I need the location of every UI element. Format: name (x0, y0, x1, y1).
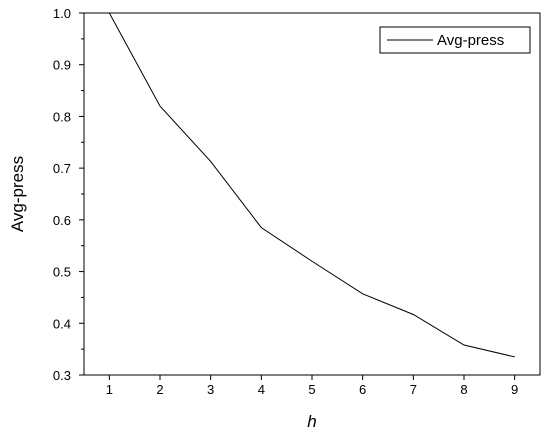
x-tick-label: 8 (460, 382, 467, 397)
x-tick-label: 7 (410, 382, 417, 397)
y-tick-label: 0.5 (53, 265, 71, 280)
x-tick-label: 6 (359, 382, 366, 397)
y-tick-label: 0.3 (53, 368, 71, 383)
legend-label: Avg-press (437, 32, 504, 49)
series-line-avg-press (108, 13, 515, 358)
y-tick-label: 1.0 (53, 6, 71, 21)
y-tick-label: 0.9 (53, 58, 71, 73)
plot-frame (83, 12, 541, 376)
x-tick-label: 9 (511, 382, 518, 397)
y-tick-label: 0.4 (53, 316, 71, 331)
y-axis-title: Avg-press (8, 156, 27, 232)
y-tick-label: 0.6 (53, 213, 71, 228)
y-tick-label: 0.8 (53, 109, 71, 124)
x-tick-label: 4 (258, 382, 265, 397)
y-axis-ticks: 0.3 0.4 0.5 0.6 0.7 0.8 0.9 1.0 (53, 6, 84, 383)
series-layer (108, 13, 515, 358)
x-axis-ticks: 1 2 3 4 5 6 7 8 9 (106, 375, 518, 397)
x-tick-label: 2 (156, 382, 163, 397)
x-tick-label: 3 (207, 382, 214, 397)
x-tick-label: 5 (308, 382, 315, 397)
y-tick-label: 0.7 (53, 161, 71, 176)
x-axis-title: h (307, 412, 316, 431)
x-tick-label: 1 (106, 382, 113, 397)
legend: Avg-press (379, 26, 531, 54)
